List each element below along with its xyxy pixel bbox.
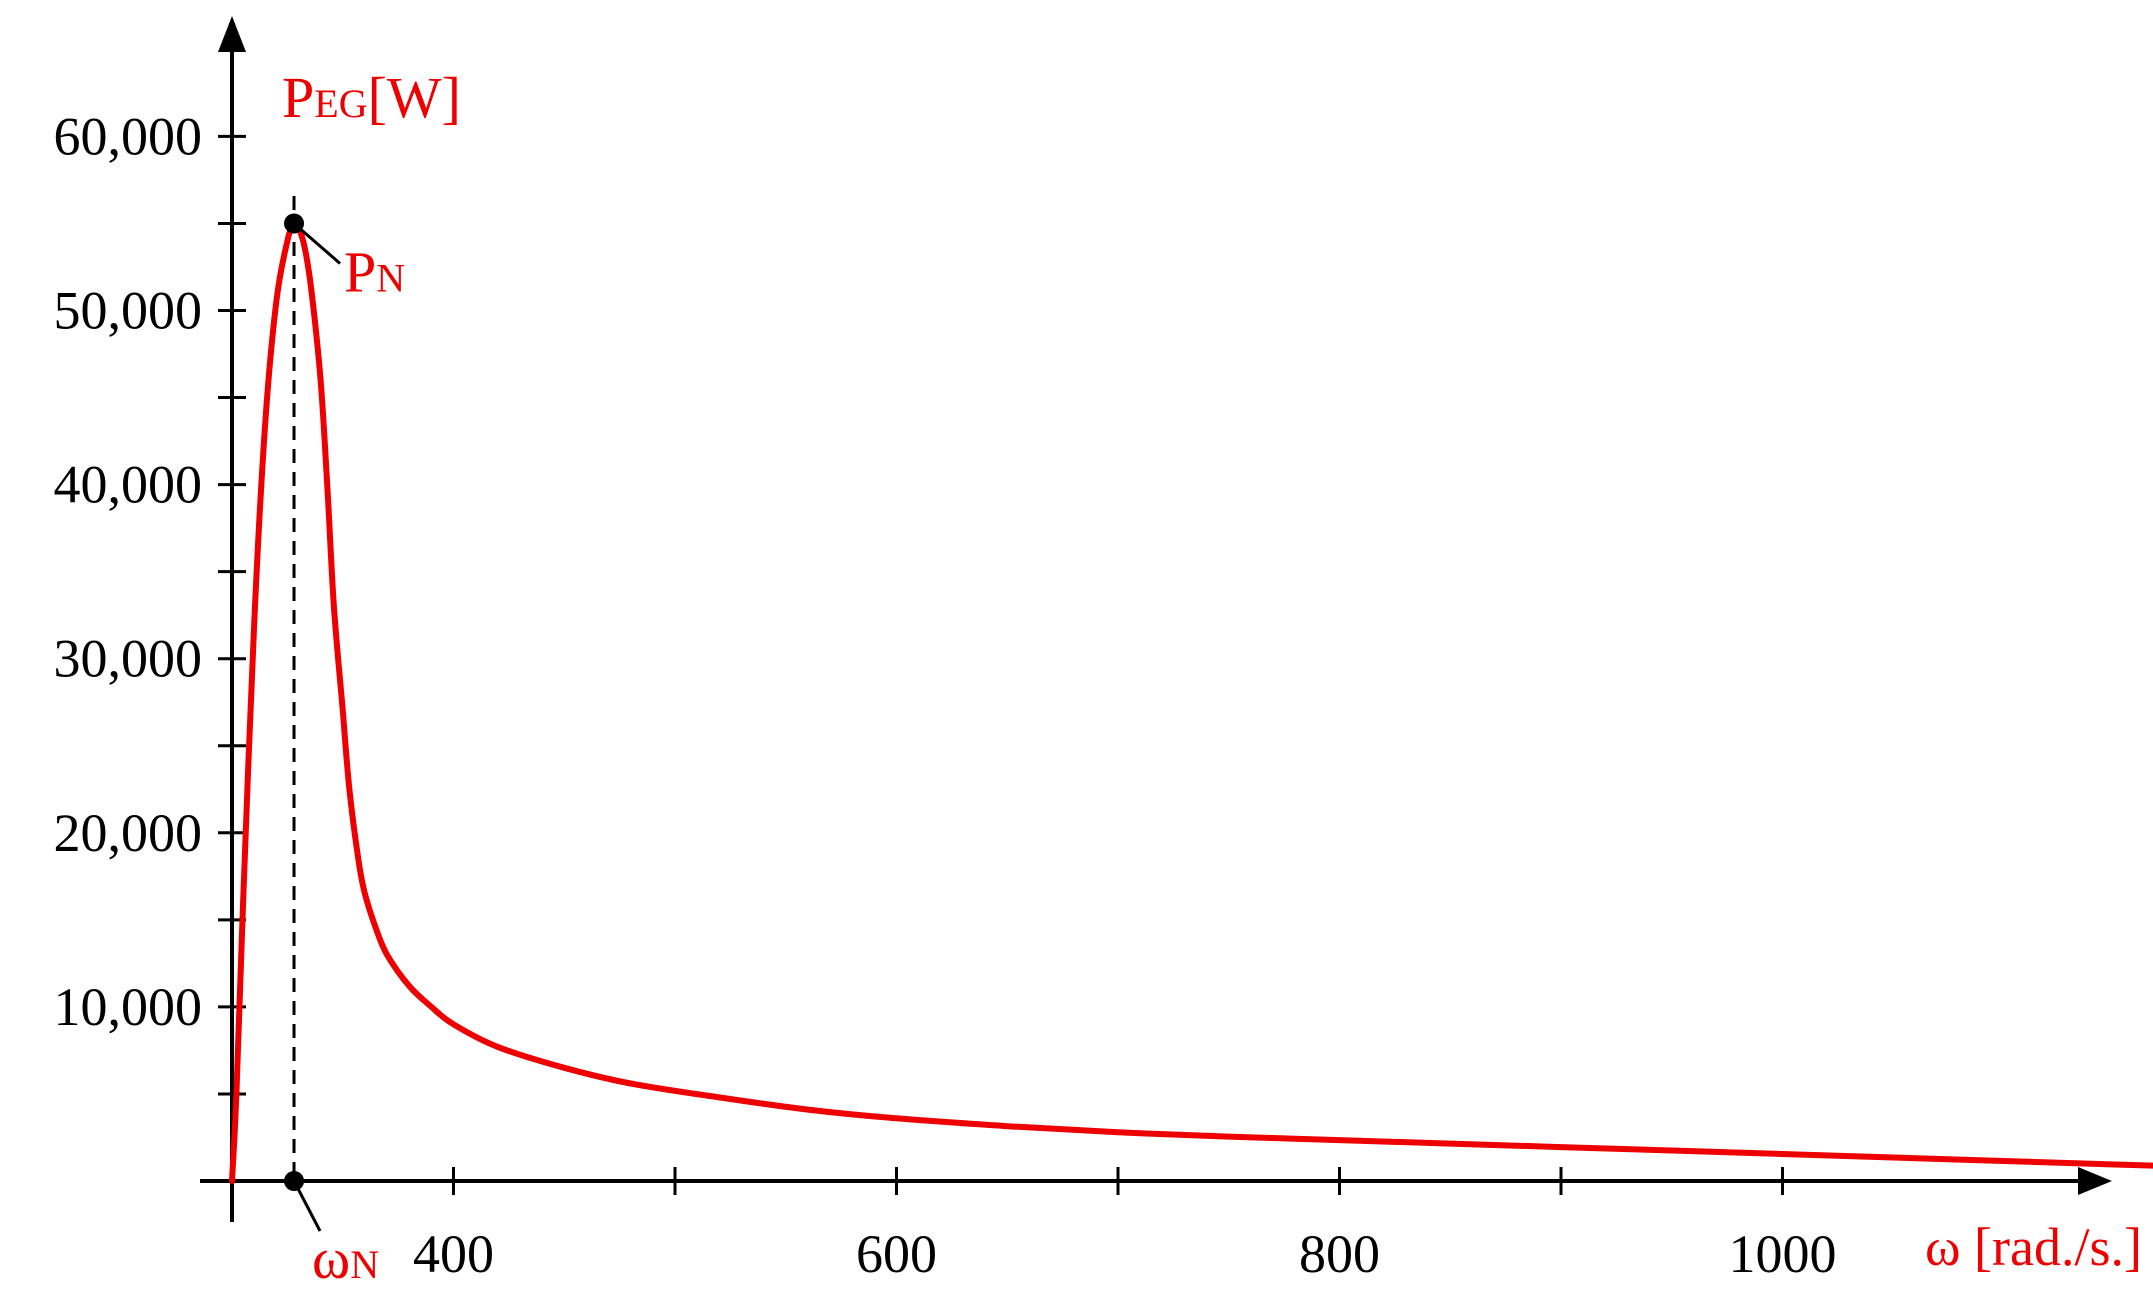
peak-annotation-label: PN bbox=[344, 239, 405, 304]
x-tick-label-600: 600 bbox=[856, 1224, 937, 1284]
omega-n-point bbox=[284, 1171, 305, 1191]
y-axis-tick-labels: 10,000 20,000 30,000 40,000 50,000 60,000 bbox=[54, 106, 203, 1037]
series-line bbox=[229, 219, 2153, 1184]
y-axis-label: PEG[W] bbox=[282, 65, 461, 130]
y-axis-arrow-icon bbox=[218, 16, 246, 52]
x-tick-label-400: 400 bbox=[413, 1224, 494, 1284]
y-tick-label-60000: 60,000 bbox=[54, 106, 203, 166]
y-tick-label-10000: 10,000 bbox=[54, 977, 203, 1037]
y-tick-label-50000: 50,000 bbox=[54, 281, 203, 341]
x-tick-label-1000: 1000 bbox=[1729, 1224, 1837, 1284]
peak-point bbox=[284, 213, 305, 234]
y-tick-label-40000: 40,000 bbox=[54, 455, 203, 515]
x-tick-label-800: 800 bbox=[1299, 1224, 1380, 1284]
y-tick-label-30000: 30,000 bbox=[54, 629, 203, 689]
x-axis-label: ω [rad./s.] bbox=[1925, 1217, 2142, 1277]
x-axis-arrow-icon bbox=[2078, 1167, 2112, 1195]
omega-n-annotation-label: ωN bbox=[312, 1226, 379, 1291]
y-tick-label-20000: 20,000 bbox=[54, 803, 203, 863]
x-axis-tick-labels: 400 600 800 1000 bbox=[413, 1224, 1837, 1284]
peak-annotation-leader bbox=[293, 222, 342, 265]
